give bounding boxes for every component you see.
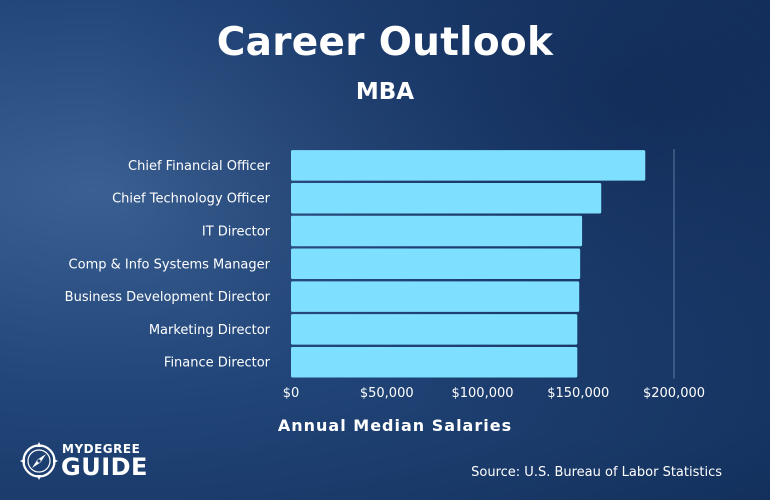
bar <box>291 182 602 214</box>
y-tick-label: Comp & Info Systems Manager <box>69 257 271 272</box>
y-tick-label: Business Development Director <box>65 290 271 305</box>
bar <box>291 248 581 280</box>
x-axis-label: Annual Median Salaries <box>277 416 513 435</box>
bar <box>291 314 578 345</box>
bar <box>291 150 646 181</box>
y-tick-label: Chief Technology Officer <box>112 192 271 207</box>
bar <box>291 346 578 378</box>
chart-subtitle: MBA <box>355 79 415 105</box>
x-tick-label: $100,000 <box>451 386 513 401</box>
bar <box>291 215 583 247</box>
bar <box>291 281 580 312</box>
source-note: Source: U.S. Bureau of Labor Statistics <box>471 465 722 480</box>
brand-name-bottom: GUIDE <box>61 453 148 481</box>
y-tick-label: IT Director <box>202 225 271 240</box>
x-tick-label: $50,000 <box>360 386 414 401</box>
y-tick-label: Marketing Director <box>149 323 271 338</box>
x-tick-label: $0 <box>283 386 300 401</box>
brand-name-top: MYDEGREE <box>62 442 141 456</box>
y-tick-label: Chief Financial Officer <box>128 159 271 174</box>
x-tick-label: $200,000 <box>643 386 705 401</box>
compass-icon <box>20 442 58 480</box>
chart-title: Career Outlook <box>216 20 554 65</box>
y-tick-label: Finance Director <box>164 356 271 371</box>
x-tick-label: $150,000 <box>547 386 609 401</box>
